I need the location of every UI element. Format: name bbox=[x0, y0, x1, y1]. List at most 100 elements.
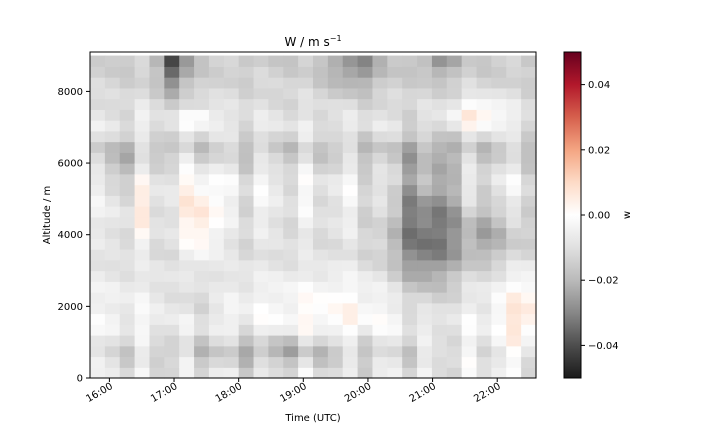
heatmap-cell bbox=[194, 77, 210, 89]
heatmap-cell bbox=[134, 98, 151, 110]
heatmap-cell bbox=[521, 184, 537, 196]
heatmap-cell bbox=[476, 130, 492, 143]
heatmap-cell bbox=[223, 66, 240, 78]
heatmap-cell bbox=[253, 66, 269, 78]
heatmap-cell bbox=[357, 249, 374, 261]
heatmap-cell bbox=[179, 195, 195, 207]
heatmap-cell bbox=[327, 259, 344, 272]
heatmap-cell bbox=[253, 120, 269, 132]
heatmap-cell bbox=[90, 141, 106, 153]
heatmap-cell bbox=[476, 98, 492, 110]
heatmap-cell bbox=[268, 216, 284, 229]
heatmap-cell bbox=[521, 281, 537, 293]
heatmap-cell bbox=[104, 87, 121, 100]
heatmap-cell bbox=[90, 345, 106, 358]
heatmap-cell bbox=[268, 77, 284, 89]
heatmap-cell bbox=[313, 270, 329, 282]
heatmap-cell bbox=[268, 66, 284, 78]
heatmap-cell bbox=[446, 98, 463, 110]
heatmap-cell bbox=[298, 98, 314, 110]
heatmap-cell bbox=[431, 216, 448, 229]
heatmap-cell bbox=[476, 109, 492, 121]
heatmap-cell bbox=[402, 130, 418, 143]
heatmap-cell bbox=[164, 238, 180, 250]
heatmap-cell bbox=[506, 98, 522, 110]
heatmap-cell bbox=[342, 184, 359, 196]
heatmap-cell bbox=[223, 55, 240, 67]
heatmap-cell bbox=[476, 87, 492, 100]
heatmap-cell bbox=[461, 87, 478, 100]
heatmap-cell bbox=[149, 55, 165, 67]
heatmap-cell bbox=[357, 141, 374, 153]
heatmap-cell bbox=[164, 77, 180, 89]
heatmap-cell bbox=[521, 367, 537, 379]
heatmap-cell bbox=[446, 216, 463, 229]
heatmap-cell bbox=[90, 324, 106, 336]
heatmap-cell bbox=[387, 184, 403, 196]
heatmap-cell bbox=[134, 66, 151, 78]
heatmap-cell bbox=[491, 356, 507, 368]
heatmap-cell bbox=[298, 216, 314, 229]
heatmap-cell bbox=[238, 55, 255, 67]
heatmap-cell bbox=[387, 367, 403, 379]
heatmap-cell bbox=[313, 227, 329, 239]
heatmap-cell bbox=[327, 335, 344, 347]
heatmap-cell bbox=[313, 238, 329, 250]
heatmap-cell bbox=[194, 55, 210, 67]
heatmap-cell bbox=[357, 227, 374, 239]
heatmap-cell bbox=[506, 66, 522, 78]
heatmap-cell bbox=[313, 152, 329, 164]
heatmap-cell bbox=[268, 195, 284, 207]
heatmap-cell bbox=[446, 249, 463, 261]
heatmap-cell bbox=[90, 98, 106, 110]
heatmap-cell bbox=[357, 270, 374, 282]
heatmap-cell bbox=[194, 249, 210, 261]
heatmap-cell bbox=[521, 249, 537, 261]
heatmap-cell bbox=[342, 302, 359, 315]
heatmap-cell bbox=[268, 345, 284, 358]
heatmap-cell bbox=[253, 302, 269, 315]
heatmap-cell bbox=[268, 152, 284, 164]
heatmap-cell bbox=[506, 227, 522, 239]
heatmap-cell bbox=[283, 163, 299, 175]
heatmap-cell bbox=[119, 120, 136, 132]
heatmap-cell bbox=[208, 55, 225, 67]
heatmap-cell bbox=[402, 356, 418, 368]
heatmap-cell bbox=[476, 152, 492, 164]
heatmap-cell bbox=[402, 238, 418, 250]
heatmap-cell bbox=[268, 302, 284, 315]
heatmap-cell bbox=[253, 152, 269, 164]
heatmap-cell bbox=[208, 292, 225, 304]
heatmap-cell bbox=[298, 87, 314, 100]
heatmap-cell bbox=[506, 249, 522, 261]
heatmap-cell bbox=[491, 270, 507, 282]
heatmap-cell bbox=[238, 109, 255, 121]
heatmap-cell bbox=[253, 324, 269, 336]
heatmap-cell bbox=[357, 335, 374, 347]
heatmap-cell bbox=[446, 152, 463, 164]
heatmap-cell bbox=[313, 130, 329, 143]
heatmap-cell bbox=[104, 98, 121, 110]
heatmap-cell bbox=[506, 292, 522, 304]
heatmap-cell bbox=[342, 152, 359, 164]
heatmap-cell bbox=[298, 206, 314, 218]
heatmap-cell bbox=[431, 335, 448, 347]
heatmap-cell bbox=[283, 335, 299, 347]
heatmap-cell bbox=[461, 173, 478, 186]
heatmap-cell bbox=[104, 173, 121, 186]
heatmap-cell bbox=[387, 345, 403, 358]
heatmap-cell bbox=[194, 335, 210, 347]
heatmap-cell bbox=[134, 163, 151, 175]
heatmap-cell bbox=[402, 292, 418, 304]
heatmap-cell bbox=[283, 87, 299, 100]
heatmap-cell bbox=[119, 345, 136, 358]
heatmap-cell bbox=[327, 216, 344, 229]
heatmap-cell bbox=[164, 356, 180, 368]
heatmap-cell bbox=[431, 195, 448, 207]
heatmap-cell bbox=[223, 163, 240, 175]
heatmap-cell bbox=[268, 292, 284, 304]
heatmap-cell bbox=[134, 249, 151, 261]
heatmap-cell bbox=[283, 270, 299, 282]
heatmap-cell bbox=[372, 98, 388, 110]
heatmap-cell bbox=[298, 130, 314, 143]
